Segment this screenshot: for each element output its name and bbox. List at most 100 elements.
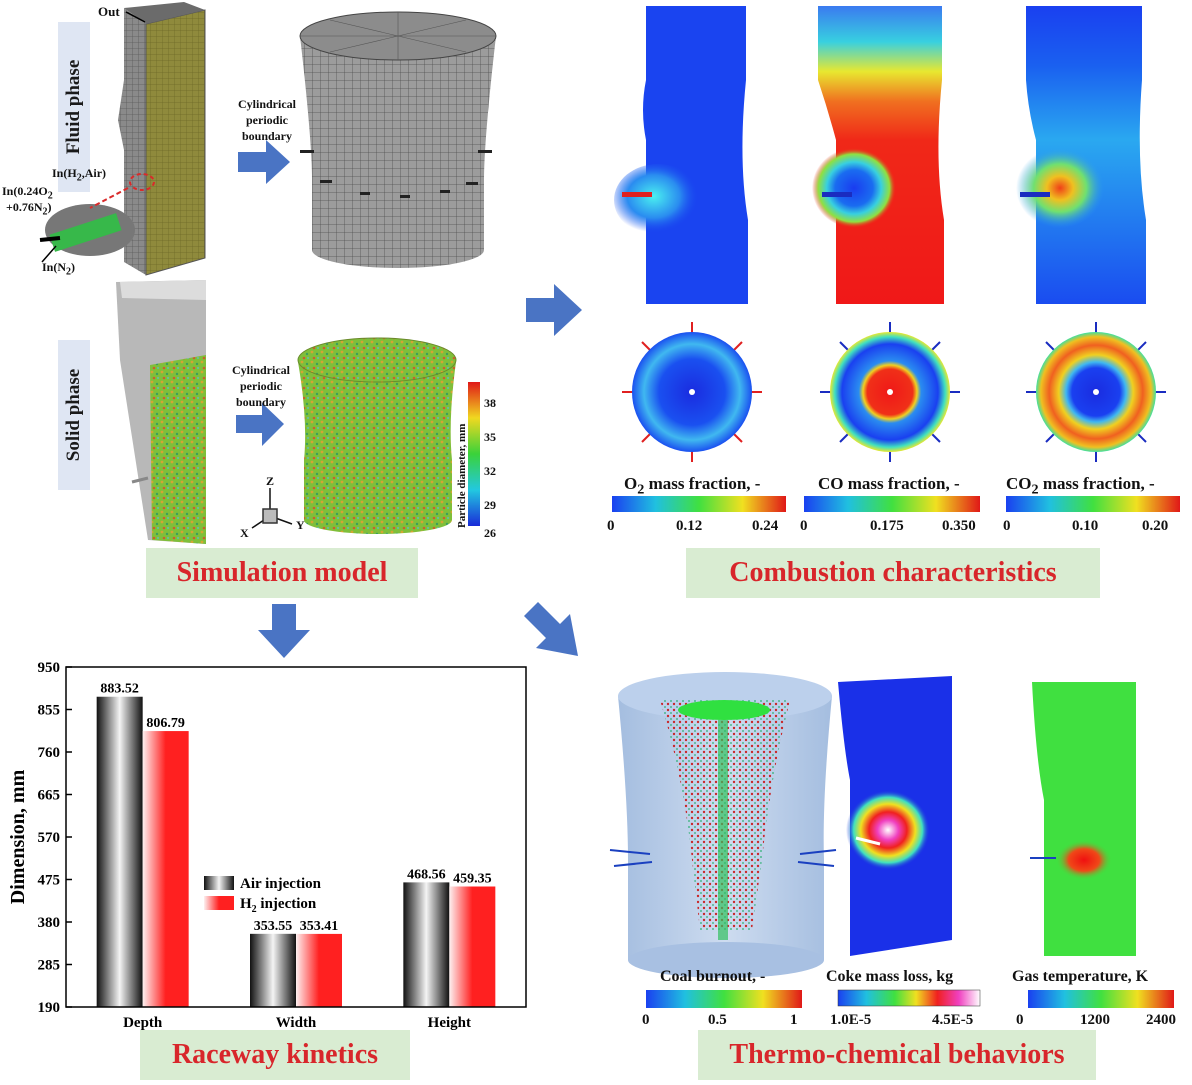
tuyere-zoom	[39, 173, 155, 263]
coal-burnout-title: Coal burnout, -	[660, 968, 766, 985]
coal-burnout-cylinder	[609, 672, 837, 978]
burnout-tick-2: 1	[790, 1012, 798, 1028]
co-field-contour	[812, 6, 944, 304]
fluid-phase-mesh	[118, 2, 206, 276]
bar-value-label: 459.35	[453, 872, 492, 887]
arrow-to-raceway	[258, 604, 310, 658]
particle-ticks: 38 35 32 29 26	[484, 396, 496, 540]
co2-tick-0: 0	[1003, 518, 1011, 534]
bar-value-label: 883.52	[100, 682, 139, 697]
bar-height-air	[403, 882, 450, 1007]
raceway-bar-chart: 190 285 380 475 570 665 760 855 950 Depth 883.52 8…	[7, 660, 527, 1030]
temp-tick-2: 2400	[1146, 1012, 1176, 1028]
bar-depth-h2	[142, 731, 189, 1007]
co-tick-2: 0.350	[942, 518, 976, 534]
fluid-cylinder-mesh	[299, 11, 497, 268]
coal-burnout-colorbar	[646, 990, 802, 1008]
gas-temperature-contour	[1030, 682, 1136, 956]
coke-tick-1: 4.5E-5	[932, 1012, 974, 1028]
co2-field-contour	[1016, 6, 1146, 304]
bar-value-label: 806.79	[146, 716, 185, 731]
boundary-label-fluid: Cylindrical periodic boundary	[237, 97, 296, 143]
o2-colorbar	[612, 496, 786, 512]
burnout-tick-0: 0	[642, 1012, 650, 1028]
co2-tick-1: 0.10	[1072, 518, 1099, 534]
co-tick-0: 0	[800, 518, 808, 534]
bar-depth-air	[96, 696, 143, 1007]
coke-tick-0: 1.0E-5	[830, 1012, 872, 1028]
bar-width-air	[250, 933, 296, 1007]
co-disc-contour	[820, 322, 960, 462]
axis-x: X	[240, 526, 249, 540]
legend-swatch-air	[204, 876, 234, 890]
legend-swatch-h2	[204, 896, 234, 910]
simulation-model-panel	[39, 2, 497, 544]
out-pointer	[125, 11, 146, 23]
y-tick-label: 475	[38, 873, 61, 889]
x-tick-label: Width	[276, 1015, 317, 1030]
in-o2-label-a: In(0.24O2	[2, 184, 53, 202]
co2-colorbar	[1006, 496, 1180, 512]
y-tick-label: 285	[38, 958, 61, 974]
thermo-panel	[609, 672, 1174, 1008]
temp-tick-0: 0	[1016, 1012, 1024, 1028]
o2-tick-0: 0	[607, 518, 615, 534]
arrow-to-combustion	[526, 284, 582, 336]
co-colorbar-title: CO mass fraction, -	[818, 474, 960, 493]
x-tick-label: Depth	[123, 1015, 163, 1030]
in-h2-air-label: In(H2,Air)	[52, 166, 107, 184]
gas-temperature-title: Gas temperature, K	[1012, 968, 1149, 985]
y-tick-label: 190	[38, 1000, 61, 1016]
section-simulation-model: Simulation model	[146, 548, 418, 598]
bar-width-h2	[296, 933, 342, 1007]
fluid-phase-tag: Fluid phase	[58, 22, 90, 192]
bar-value-label: 353.55	[254, 919, 293, 934]
temp-tick-1: 1200	[1080, 1012, 1110, 1028]
y-tick-label: 760	[38, 745, 61, 761]
y-tick-label: 380	[38, 915, 61, 931]
axis-y: Y	[296, 518, 305, 532]
axis-triad	[251, 488, 293, 529]
burnout-tick-1: 0.5	[708, 1012, 727, 1028]
arrow-solid	[236, 403, 284, 446]
legend-h2: H2 injection	[240, 896, 317, 915]
solid-phase-tag: Solid phase	[58, 340, 90, 490]
gas-temperature-colorbar	[1028, 990, 1174, 1008]
in-o2-label-b: +0.76N2)	[6, 200, 52, 218]
y-tick-label: 855	[38, 703, 61, 719]
co2-disc-contour	[1026, 322, 1166, 462]
section-combustion: Combustion characteristics	[686, 548, 1100, 598]
coke-mass-loss-colorbar	[837, 989, 981, 1007]
co2-tick-2: 0.20	[1142, 518, 1169, 534]
co-colorbar	[804, 496, 980, 512]
x-tick-label: Height	[428, 1015, 471, 1030]
y-tick-label: 665	[38, 788, 61, 804]
coke-mass-loss-contour	[838, 676, 952, 956]
o2-colorbar-title: O2 mass fraction, -	[624, 474, 761, 498]
solid-particle-cylinder	[297, 337, 457, 534]
section-thermo: Thermo-chemical behaviors	[698, 1030, 1096, 1080]
in-n2-label: In(N2)	[42, 260, 76, 278]
o2-tick-1: 0.12	[676, 518, 703, 534]
particle-axis-label: Particle diameter, mm	[456, 423, 468, 528]
arrow-to-thermo	[524, 602, 578, 656]
boundary-label-solid: Cylindrical periodic boundary	[231, 363, 290, 409]
solid-phase-wedge	[116, 280, 206, 544]
out-label: Out	[98, 4, 120, 19]
bar-value-label: 468.56	[407, 867, 446, 882]
co-tick-1: 0.175	[870, 518, 904, 534]
section-raceway: Raceway kinetics	[140, 1030, 410, 1080]
bar-value-label: 353.41	[300, 919, 339, 934]
o2-field-contour	[614, 6, 748, 304]
particle-colorbar	[468, 382, 480, 526]
combustion-panel	[612, 6, 1180, 512]
y-axis-label: Dimension, mm	[7, 769, 29, 904]
o2-tick-2: 0.24	[752, 518, 779, 534]
axis-z: Z	[266, 474, 275, 488]
co2-colorbar-title: CO2 mass fraction, -	[1006, 474, 1155, 498]
legend-air: Air injection	[240, 876, 322, 892]
o2-disc-contour	[622, 322, 762, 462]
y-tick-label: 950	[38, 660, 61, 676]
coke-mass-loss-title: Coke mass loss, kg	[826, 968, 954, 985]
plot-frame	[65, 666, 527, 1008]
